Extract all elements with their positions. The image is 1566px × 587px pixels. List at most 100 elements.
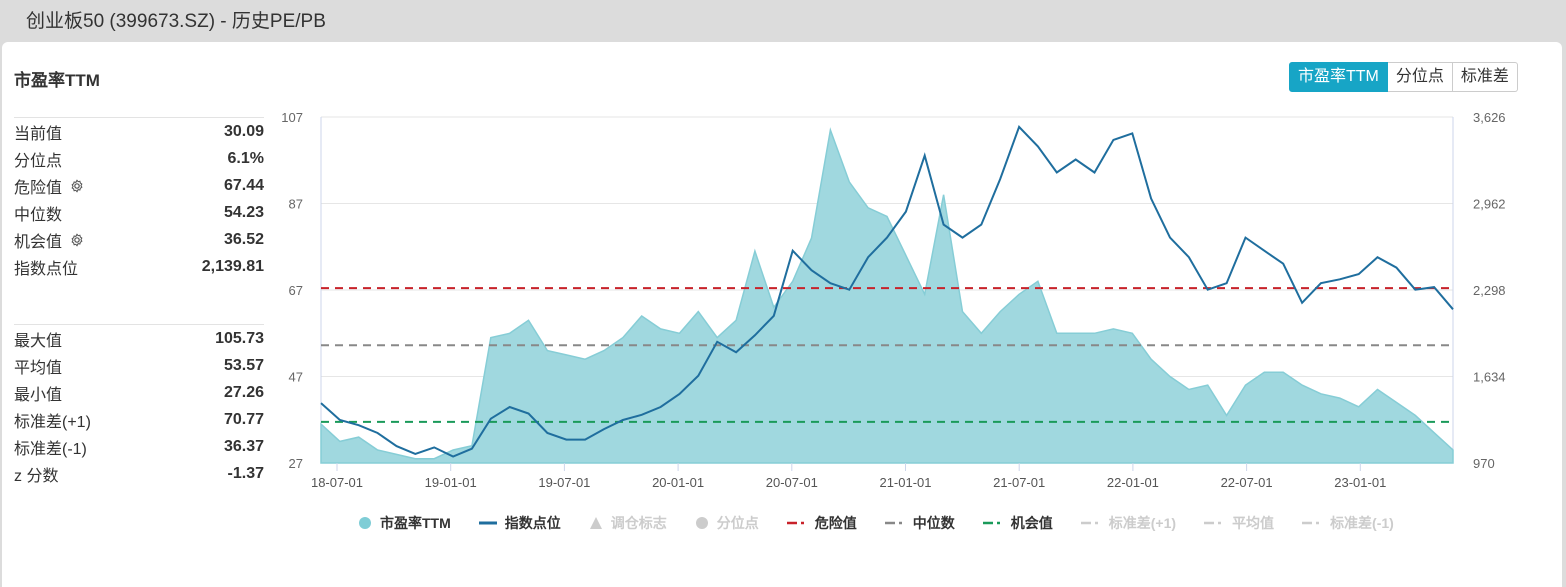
x-tick-label: 19-01-01 <box>425 475 477 490</box>
pe-history-chart[interactable]: 27 970 47 1,634 67 2,298 87 2,962 107 3,626 18-07-… <box>270 110 1560 550</box>
stat-row-danger: 危险值 67.44 <box>14 172 264 199</box>
legend-item[interactable]: 中位数 <box>884 513 955 533</box>
stat-label: 最小值 <box>14 386 63 404</box>
x-tick-label: 20-07-01 <box>766 475 818 490</box>
legend-label: 机会值 <box>1010 515 1053 531</box>
x-tick-label: 22-01-01 <box>1107 475 1159 490</box>
y-left-tick: 47 <box>289 370 303 385</box>
stat-label: 指数点位 <box>14 260 79 278</box>
index-line-series <box>320 125 1454 458</box>
stat-label: 标准差(-1) <box>14 440 87 458</box>
legend-label: 危险值 <box>814 515 857 531</box>
stat-row-index-level: 指数点位 2,139.81 <box>14 253 264 280</box>
legend-item[interactable]: 机会值 <box>982 513 1053 533</box>
y-left-tick: 107 <box>281 110 303 125</box>
legend-dash-icon <box>884 521 902 525</box>
y-right-tick: 2,962 <box>1473 197 1506 212</box>
stat-label: 分位点 <box>14 152 63 170</box>
x-tick-label: 23-01-01 <box>1334 475 1386 490</box>
y-left-tick: 67 <box>289 283 303 298</box>
legend-dash-icon <box>1080 521 1098 525</box>
y-right-tick: 2,298 <box>1473 283 1506 298</box>
stat-row-zscore: z 分数 -1.37 <box>14 460 264 487</box>
legend-label: 平均值 <box>1232 515 1275 531</box>
legend-label: 分位点 <box>716 515 759 531</box>
legend-item[interactable]: 标准差(+1) <box>1080 513 1177 533</box>
legend-dash-icon <box>982 521 1000 525</box>
section-title: 市盈率TTM <box>14 71 100 90</box>
stat-row-median: 中位数 54.23 <box>14 199 264 226</box>
legend-label: 标准差(+1) <box>1108 515 1177 531</box>
y-left-tick: 87 <box>289 197 303 212</box>
stat-label: 机会值 <box>14 233 63 251</box>
gear-icon[interactable] <box>70 178 84 193</box>
stat-value: -1.37 <box>227 464 264 482</box>
x-tick-label: 21-07-01 <box>993 475 1045 490</box>
stat-row-std-plus: 标准差(+1) 70.77 <box>14 406 264 433</box>
legend-label: 中位数 <box>912 515 955 531</box>
stat-value: 36.52 <box>223 230 264 248</box>
toggle-stddev-button[interactable]: 标准差 <box>1452 62 1518 92</box>
stat-label: 危险值 <box>14 179 63 197</box>
legend-label: 指数点位 <box>504 515 561 531</box>
legend-triangle-icon <box>589 517 602 529</box>
x-tick-label: 19-07-01 <box>538 475 590 490</box>
stat-row-max: 最大值 105.73 <box>14 325 264 352</box>
legend-circle-icon <box>359 517 371 529</box>
metric-toggle-group: 市盈率TTM 分位点 标准差 <box>1289 62 1518 92</box>
legend-item[interactable]: 市盈率TTM <box>358 513 451 533</box>
legend-item[interactable]: 平均值 <box>1204 513 1274 533</box>
window-titlebar: 创业板50 (399673.SZ) - 历史PE/PB <box>0 0 1566 40</box>
legend-dash-icon <box>786 521 804 525</box>
legend-line-icon <box>478 521 497 525</box>
y-left-tick: 27 <box>289 456 303 471</box>
stats-distribution: 最大值 105.73 平均值 53.57 最小值 27.26 标准差(+1) 7… <box>14 324 264 487</box>
legend-item[interactable]: 调仓标志 <box>589 513 667 533</box>
y-right-tick: 1,634 <box>1473 370 1506 385</box>
pe-area-series <box>320 127 1454 464</box>
stat-value: 67.44 <box>223 176 264 194</box>
stat-value: 53.57 <box>223 356 264 374</box>
stat-value: 105.73 <box>215 329 264 347</box>
stat-value: 54.23 <box>223 203 264 221</box>
stat-value: 27.26 <box>223 383 264 401</box>
legend-item[interactable]: 危险值 <box>786 513 857 533</box>
stat-label: 中位数 <box>14 206 63 224</box>
stat-value: 30.09 <box>223 122 264 140</box>
stat-label: 平均值 <box>14 359 63 377</box>
x-tick-label: 21-01-01 <box>879 475 931 490</box>
window-title: 创业板50 (399673.SZ) - 历史PE/PB <box>26 11 326 32</box>
stat-row-mean: 平均值 53.57 <box>14 352 264 379</box>
legend-item[interactable]: 指数点位 <box>478 513 561 533</box>
gear-icon[interactable] <box>70 232 84 247</box>
chart-legend: 市盈率TTM 指数点位 调仓标志 分位点 危险值 中位数 机会值 标准差(+1) 平均值 标准差(… <box>358 513 1422 533</box>
toggle-pe-ttm-button[interactable]: 市盈率TTM <box>1289 62 1388 92</box>
stat-label: 标准差(+1) <box>14 413 91 431</box>
legend-label: 市盈率TTM <box>380 515 451 531</box>
stat-value: 36.37 <box>223 437 264 455</box>
stat-row-percentile: 分位点 6.1% <box>14 145 264 172</box>
x-tick-label: 18-07-01 <box>311 475 363 490</box>
stat-label: 当前值 <box>14 125 63 143</box>
legend-dash-icon <box>1302 521 1320 525</box>
x-tick-label: 20-01-01 <box>652 475 704 490</box>
stat-value: 6.1% <box>227 149 264 167</box>
stat-row-std-minus: 标准差(-1) 36.37 <box>14 433 264 460</box>
y-right-tick: 3,626 <box>1473 110 1506 125</box>
toggle-percentile-button[interactable]: 分位点 <box>1387 62 1453 92</box>
stat-label: 最大值 <box>14 332 63 350</box>
stat-row-min: 最小值 27.26 <box>14 379 264 406</box>
stat-row-opportunity: 机会值 36.52 <box>14 226 264 253</box>
stat-value: 70.77 <box>223 410 264 428</box>
stat-value: 2,139.81 <box>201 257 264 275</box>
x-tick-label: 22-07-01 <box>1221 475 1273 490</box>
stat-row-current: 当前值 30.09 <box>14 118 264 145</box>
legend-item[interactable]: 标准差(-1) <box>1302 513 1394 533</box>
legend-label: 调仓标志 <box>610 515 667 531</box>
legend-dash-icon <box>1204 521 1222 525</box>
legend-circle-icon <box>695 517 708 529</box>
y-right-tick: 970 <box>1473 456 1495 471</box>
legend-item[interactable]: 分位点 <box>695 513 759 533</box>
stat-label: z 分数 <box>14 467 59 485</box>
pe-card: 市盈率TTM 市盈率TTM 分位点 标准差 当前值 30.09 分位点 6.1%… <box>2 42 1562 587</box>
